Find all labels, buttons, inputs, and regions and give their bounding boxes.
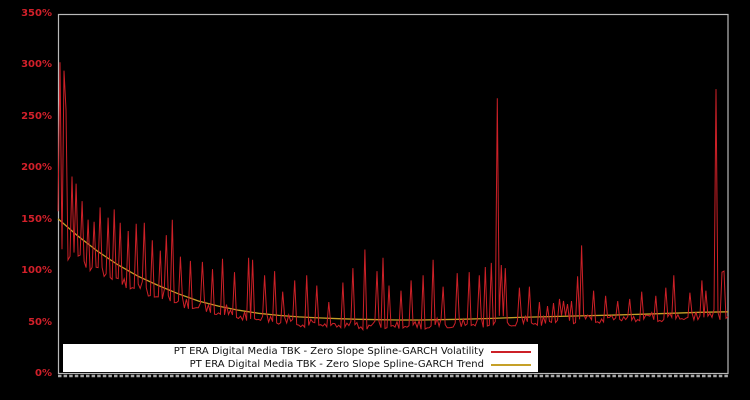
legend-swatch-trend-line: [491, 363, 531, 366]
y-axis-tick-label: 150%: [21, 213, 52, 225]
legend-label-volatility: PT ERA Digital Media TBK - Zero Slope Sp…: [173, 346, 484, 357]
trend-series-line: [57, 218, 729, 321]
legend-swatch-volatility-line: [491, 350, 531, 353]
y-axis-tick-label: 100%: [21, 265, 52, 277]
y-axis-tick-label: 250%: [21, 110, 52, 122]
legend-label-trend: PT ERA Digital Media TBK - Zero Slope Sp…: [189, 359, 484, 370]
legend: PT ERA Digital Media TBK - Zero Slope Sp…: [63, 344, 538, 372]
y-axis-tick-label: 0%: [35, 368, 52, 379]
y-axis-tick-label: 200%: [21, 162, 52, 174]
legend-item-trend: PT ERA Digital Media TBK - Zero Slope Sp…: [63, 358, 538, 371]
y-axis-tick-label: 300%: [21, 59, 52, 71]
y-axis-tick-label: 50%: [28, 316, 52, 328]
legend-item-volatility: PT ERA Digital Media TBK - Zero Slope Sp…: [63, 345, 538, 358]
y-axis-tick-label: 350%: [21, 8, 52, 19]
volatility-series-line: [57, 62, 729, 332]
